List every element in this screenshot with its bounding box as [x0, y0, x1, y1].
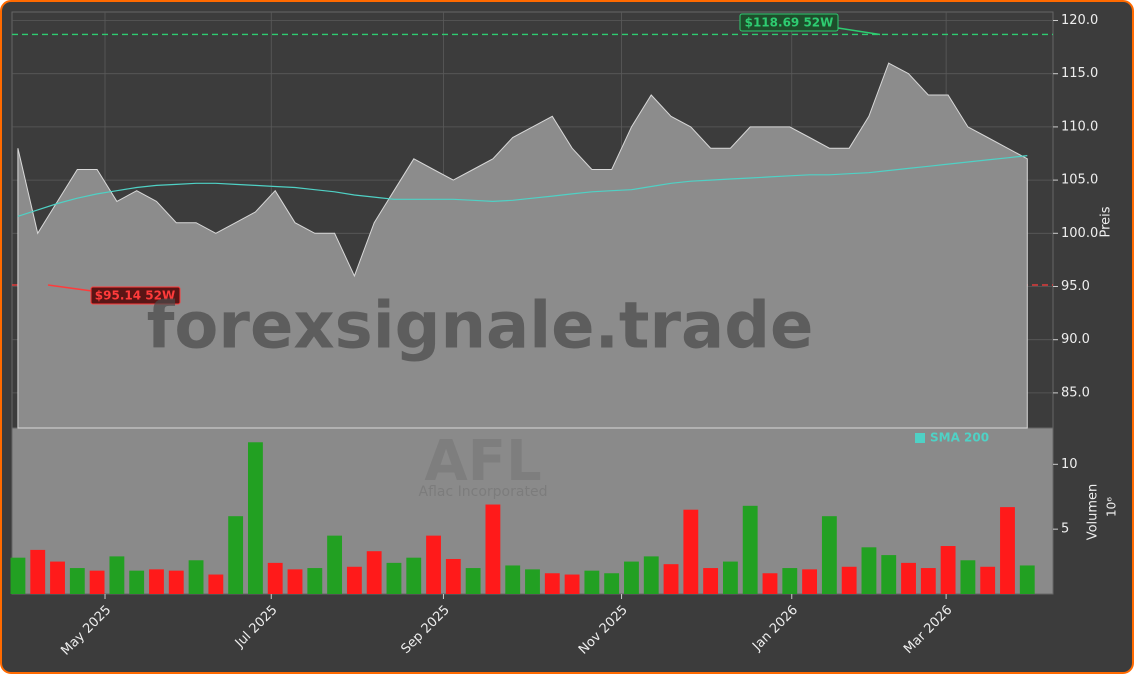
volume-bar [663, 564, 679, 594]
y2-axis-label: Volumen [1086, 484, 1101, 541]
volume-bar [802, 569, 817, 594]
annotation-arrow [837, 27, 881, 36]
volume-bar [782, 568, 798, 594]
volume-bar [287, 569, 303, 594]
volume-bar [366, 551, 382, 594]
volume-bar [881, 555, 897, 594]
volume-bar [129, 570, 145, 594]
volume-bar [346, 566, 362, 594]
volume-bar [69, 568, 85, 594]
y-tick-label: 115.0 [1061, 66, 1098, 81]
volume-bar [525, 569, 540, 594]
volume-bar [188, 560, 204, 594]
y-tick-label: 105.0 [1061, 173, 1098, 188]
volume-bar [841, 566, 857, 594]
sma-line [17, 155, 1028, 217]
annotation-label: $95.14 52W [95, 289, 175, 303]
volume-bar [564, 574, 580, 594]
y-axis-label: Preis [1099, 206, 1114, 237]
volume-bar [762, 573, 778, 594]
y-tick-label: 90.0 [1061, 332, 1090, 347]
volume-bar [901, 562, 916, 594]
volume-bar [940, 546, 956, 594]
y-tick-label: 85.0 [1061, 385, 1090, 400]
volume-bar [643, 556, 659, 594]
volume-bar [920, 568, 936, 594]
annotation-box [90, 286, 181, 305]
volume-bar [327, 535, 343, 594]
volume-bar [584, 570, 600, 594]
y-tick-label: 110.0 [1061, 119, 1098, 134]
volume-bar [683, 509, 699, 594]
legend-swatch [915, 433, 925, 443]
volume-bar [168, 570, 184, 594]
price-area [17, 62, 1028, 429]
symbol-watermark: AFL [424, 429, 541, 494]
volume-bar [30, 549, 46, 594]
volume-bar [544, 573, 560, 594]
volume-bar [980, 566, 996, 594]
volume-bar [1019, 565, 1035, 594]
volume-bar [485, 504, 501, 594]
volume-bar [604, 573, 620, 594]
volume-bar [1000, 507, 1015, 594]
volume-bar [208, 574, 224, 594]
volume-bar [960, 560, 976, 594]
legend-label: SMA 200 [930, 431, 989, 445]
volume-bar [722, 561, 738, 594]
y2-tick-label: 10 [1061, 457, 1078, 472]
annotation-arrow [47, 284, 93, 292]
watermark: forexsignale.trade [147, 290, 814, 364]
volume-bar [742, 505, 758, 594]
company-watermark: Aflac Incorporated [419, 484, 548, 500]
volume-bar [386, 562, 402, 594]
y-tick-label: 95.0 [1061, 279, 1090, 294]
annotation-box [739, 13, 839, 32]
volume-bar [10, 557, 26, 594]
y2-unit: 10⁶ [1105, 497, 1119, 517]
volume-bar [228, 516, 244, 594]
volume-bar [89, 570, 105, 594]
volume-bar [821, 516, 837, 594]
volume-bar [267, 562, 283, 594]
volume-bar [307, 568, 323, 594]
annotation-label: $118.69 52W [745, 16, 834, 30]
volume-bar [624, 561, 639, 594]
y-tick-label: 100.0 [1061, 226, 1098, 241]
y2-tick-label: 5 [1061, 522, 1069, 537]
volume-bar [109, 556, 125, 594]
volume-bar [406, 557, 422, 594]
volume-bar [445, 558, 461, 594]
volume-bar [465, 568, 481, 594]
volume-bar [505, 565, 521, 594]
y-tick-label: 120.0 [1061, 13, 1098, 28]
volume-bar [703, 568, 719, 594]
volume-bar [149, 569, 164, 594]
volume-bar [426, 535, 441, 594]
volume-bar [248, 442, 263, 594]
volume-bar [861, 547, 877, 594]
volume-bar [50, 561, 65, 594]
